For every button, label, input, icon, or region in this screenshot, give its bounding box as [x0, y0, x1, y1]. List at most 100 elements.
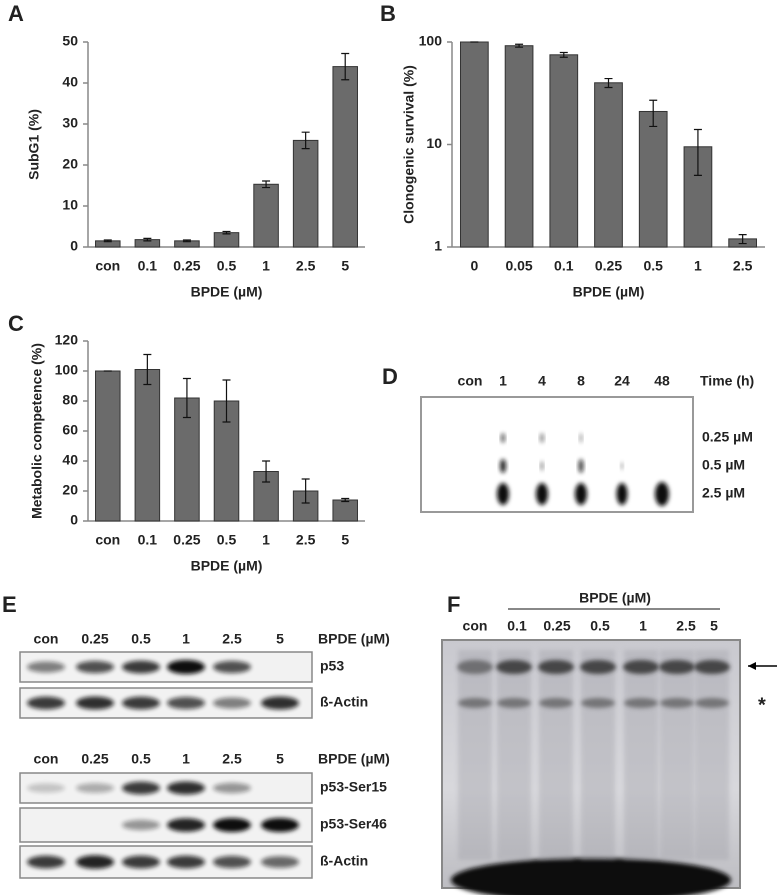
y-tick-label: 1	[434, 238, 442, 254]
dot	[620, 462, 624, 470]
x-tick-label: 0.5	[217, 258, 237, 274]
y-tick-label: 100	[55, 362, 79, 378]
x-tick-label: 1	[262, 532, 270, 548]
band	[122, 855, 160, 869]
band	[623, 660, 659, 674]
y-tick-label: 120	[55, 332, 79, 348]
error-bar	[182, 377, 191, 419]
band	[497, 698, 531, 708]
band	[27, 661, 65, 673]
band	[27, 855, 65, 869]
band	[76, 660, 114, 674]
lane-label: 2.5	[676, 618, 696, 634]
band	[27, 696, 65, 710]
x-tick-label: 5	[341, 532, 349, 548]
lane-label: con	[34, 631, 59, 647]
error-bar	[693, 128, 702, 176]
y-tick-label: 10	[426, 135, 442, 151]
lane-label: 5	[276, 751, 284, 767]
panel-letter: C	[8, 311, 24, 336]
lane-label: 24	[614, 373, 630, 389]
lane-label: 4	[538, 373, 546, 389]
panel-letter: A	[8, 1, 24, 26]
lane-label: con	[463, 618, 488, 634]
lane-label: 5	[710, 618, 718, 634]
y-tick-label: 20	[62, 482, 78, 498]
x-tick-label: 2.5	[733, 258, 753, 274]
error-bar	[262, 180, 271, 189]
band	[458, 698, 492, 708]
y-tick-label: 60	[62, 422, 78, 438]
band-label: ß-Actin	[320, 853, 368, 869]
x-tick-label: 0.25	[173, 532, 200, 548]
error-bar	[301, 131, 310, 150]
error-bar	[143, 353, 152, 386]
lane-smear	[660, 650, 694, 860]
band-label: p53-Ser46	[320, 816, 387, 832]
band	[261, 696, 299, 710]
x-tick-label: 1	[262, 258, 270, 274]
marker: *	[758, 694, 766, 716]
band	[122, 696, 160, 710]
band	[695, 698, 729, 708]
bar	[174, 397, 200, 522]
error-bar	[738, 234, 747, 245]
x-tick-label: 2.5	[296, 258, 316, 274]
dot	[579, 433, 583, 443]
lane-label: 1	[639, 618, 647, 634]
row-label: 0.25 µM	[702, 429, 753, 445]
row-label: 2.5 µM	[702, 485, 745, 501]
error-bar	[341, 497, 350, 503]
lane-label: 1	[182, 751, 190, 767]
y-tick-label: 30	[62, 115, 78, 131]
band	[261, 818, 299, 832]
y-axis-label: SubG1 (%)	[26, 109, 42, 180]
panel-letter: D	[382, 364, 398, 389]
error-bar	[301, 478, 310, 504]
bar	[332, 499, 358, 522]
x-axis-label: BPDE (µM)	[191, 284, 263, 300]
dot	[501, 433, 505, 443]
error-bar	[262, 460, 271, 483]
x-tick-label: 0.1	[554, 258, 574, 274]
x-tick-label: con	[95, 258, 120, 274]
error-bar	[143, 237, 152, 242]
panel-letter: E	[2, 592, 17, 617]
blot-strip	[19, 651, 313, 683]
band	[659, 660, 695, 674]
x-axis-label: BPDE (µM)	[191, 558, 263, 574]
x-tick-label: 0.25	[173, 258, 200, 274]
lane-label: 2.5	[222, 751, 242, 767]
lane-smear	[458, 650, 492, 860]
band	[660, 698, 694, 708]
dot	[655, 482, 669, 506]
band	[213, 660, 251, 674]
x-tick-label: 0	[470, 258, 478, 274]
lane-label: 1	[499, 373, 507, 389]
lane-smear	[497, 650, 531, 860]
band	[76, 783, 114, 793]
band	[581, 698, 615, 708]
x-tick-label: con	[95, 532, 120, 548]
dot	[536, 483, 548, 505]
band	[167, 660, 205, 674]
y-tick-label: 20	[62, 156, 78, 172]
y-tick-label: 40	[62, 74, 78, 90]
y-tick-label: 40	[62, 452, 78, 468]
y-tick-label: 50	[62, 33, 78, 49]
band	[539, 698, 573, 708]
x-tick-label: 0.1	[138, 532, 158, 548]
bar	[459, 41, 489, 248]
lane-label: con	[458, 373, 483, 389]
lane-smear	[581, 650, 615, 860]
lane-label: 2.5	[222, 631, 242, 647]
y-tick-label: 10	[62, 197, 78, 213]
x-tick-label: 2.5	[296, 532, 316, 548]
lane-label: 0.5	[131, 631, 151, 647]
blot-strip	[19, 772, 313, 804]
error-bar	[103, 239, 112, 243]
x-tick-label: 5	[341, 258, 349, 274]
lane-label: 48	[654, 373, 670, 389]
band	[213, 697, 251, 709]
band	[496, 660, 532, 674]
